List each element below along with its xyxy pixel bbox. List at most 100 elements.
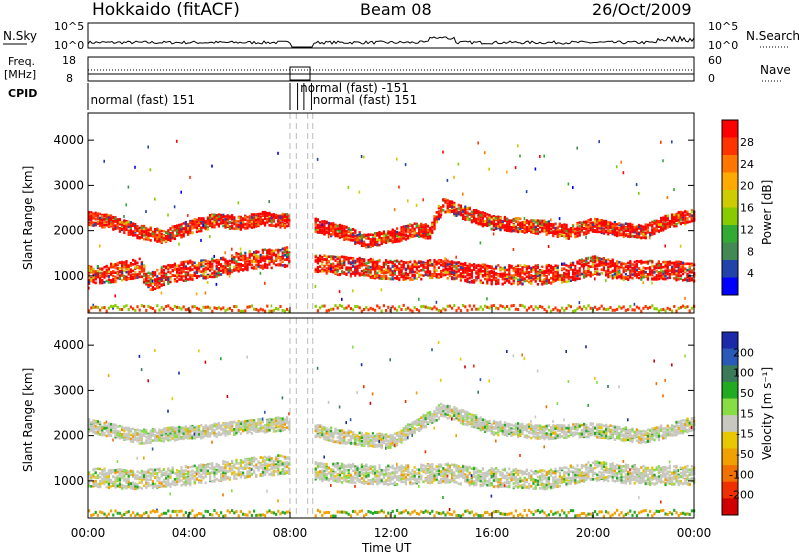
echo-cell xyxy=(475,272,478,275)
echo-cell xyxy=(389,260,392,264)
echo-cell xyxy=(420,277,423,281)
echo-cell xyxy=(110,262,113,266)
echo-cell xyxy=(270,224,273,227)
echo-cell xyxy=(508,273,511,276)
echo-cell xyxy=(572,268,575,272)
echo-cell xyxy=(536,219,539,223)
echo-cell xyxy=(231,270,234,274)
echo-cell xyxy=(376,271,379,275)
echo-cell xyxy=(325,267,328,270)
echo-cell xyxy=(132,222,135,225)
echo-cell xyxy=(387,230,390,233)
echo-cell xyxy=(481,214,484,218)
echo-cell xyxy=(345,256,348,259)
echo-cell xyxy=(589,271,592,275)
echo-cell xyxy=(550,277,553,280)
scatter-cell xyxy=(123,215,125,218)
echo-cell xyxy=(371,260,374,264)
echo-cell xyxy=(398,278,401,282)
echo-cell xyxy=(585,261,588,264)
echo-cell xyxy=(519,222,522,226)
echo-cell xyxy=(512,219,515,222)
echo-cell xyxy=(90,211,93,214)
echo-cell xyxy=(107,222,110,226)
echo-cell xyxy=(587,229,590,232)
echo-cell xyxy=(211,214,214,218)
echo-cell xyxy=(587,264,590,268)
nearrange-cell xyxy=(160,305,163,309)
echo-cell xyxy=(226,270,229,274)
echo-cell xyxy=(332,232,335,235)
echo-cell xyxy=(532,275,535,278)
echo-cell xyxy=(382,234,385,238)
echo-cell xyxy=(204,262,207,266)
echo-cell xyxy=(464,279,467,283)
echo-cell xyxy=(92,273,95,277)
echo-cell xyxy=(184,260,187,263)
echo-cell xyxy=(147,234,150,238)
echo-cell xyxy=(464,266,467,270)
echo-cell xyxy=(151,275,154,278)
scatter-cell xyxy=(145,210,147,213)
echo-cell xyxy=(321,263,324,266)
echo-cell xyxy=(239,221,242,225)
echo-cell xyxy=(462,210,465,213)
echo-cell xyxy=(239,258,242,262)
echo-cell xyxy=(110,217,113,221)
echo-cell xyxy=(426,237,429,240)
echo-cell xyxy=(239,263,242,266)
scatter-cell xyxy=(277,151,279,155)
echo-cell xyxy=(404,267,407,271)
echo-cell xyxy=(228,263,231,266)
echo-cell xyxy=(512,225,515,229)
echo-cell xyxy=(136,225,139,228)
nearrange-cell xyxy=(184,308,187,312)
echo-cell xyxy=(129,227,132,230)
echo-cell xyxy=(554,230,557,234)
echo-cell xyxy=(429,276,432,280)
nearrange-cell xyxy=(475,307,478,311)
echo-cell xyxy=(334,231,337,234)
scatter-cell xyxy=(327,235,330,239)
nearrange-cell xyxy=(369,306,372,310)
echo-cell xyxy=(486,216,489,220)
echo-cell xyxy=(420,228,423,232)
echo-cell xyxy=(235,226,238,230)
echo-cell xyxy=(448,264,451,268)
echo-cell xyxy=(211,267,214,271)
echo-cell xyxy=(316,230,319,234)
echo-cell xyxy=(314,223,317,227)
echo-cell xyxy=(189,224,192,228)
echo-cell xyxy=(242,269,245,272)
echo-cell xyxy=(567,230,570,233)
scatter-cell xyxy=(354,238,356,242)
echo-cell xyxy=(158,240,161,243)
echo-cell xyxy=(466,280,469,284)
echo-cell xyxy=(268,224,271,227)
echo-cell xyxy=(541,223,544,226)
echo-cell xyxy=(180,227,183,231)
echo-cell xyxy=(521,230,524,233)
echo-cell xyxy=(466,269,469,272)
echo-cell xyxy=(451,201,454,205)
echo-cell xyxy=(547,264,550,268)
nearrange-cell xyxy=(587,304,590,308)
echo-cell xyxy=(470,210,473,214)
echo-cell xyxy=(506,229,509,232)
echo-cell xyxy=(220,222,223,225)
echo-cell xyxy=(264,248,267,251)
echo-cell xyxy=(255,225,258,228)
nearrange-cell xyxy=(257,309,260,313)
echo-cell xyxy=(321,260,324,263)
echo-cell xyxy=(213,216,216,219)
nearrange-cell xyxy=(92,305,95,309)
echo-cell xyxy=(413,274,416,278)
nearrange-cell xyxy=(534,305,537,309)
echo-cell xyxy=(209,217,212,220)
echo-cell xyxy=(506,223,509,226)
echo-cell xyxy=(525,279,528,283)
echo-cell xyxy=(519,278,522,282)
echo-cell xyxy=(545,263,548,267)
echo-cell xyxy=(550,227,553,231)
scatter-cell xyxy=(497,225,499,229)
